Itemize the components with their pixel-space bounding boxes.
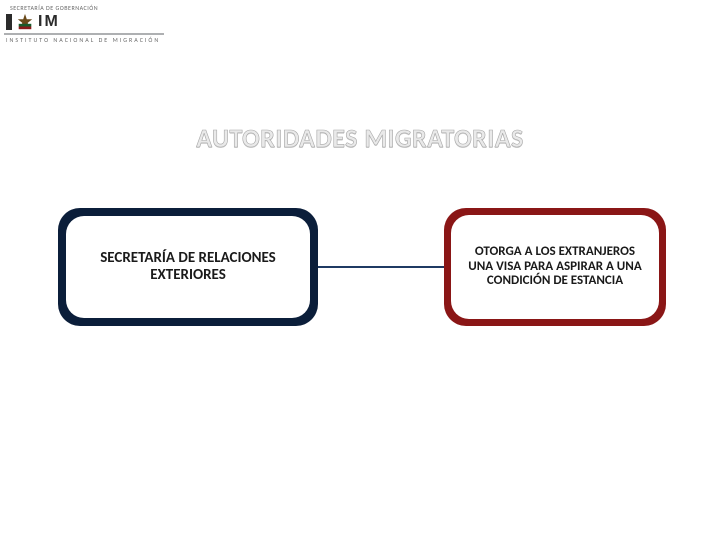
node-right: OTORGA A LOS EXTRANJEROS UNA VISA PARA A… xyxy=(444,208,666,326)
logo-letters: I M xyxy=(38,13,58,31)
logo-letter-m: M xyxy=(44,13,57,31)
page-title: AUTORIDADES MIGRATORIAS xyxy=(0,122,720,154)
page-title-text: AUTORIDADES MIGRATORIAS xyxy=(196,122,524,154)
logo-block: SECRETARÍA DE GOBERNACIÓN I M INSTITUTO … xyxy=(4,4,174,44)
logo-mid-row: I M xyxy=(4,12,174,32)
logo-top-label: SECRETARÍA DE GOBERNACIÓN xyxy=(4,4,174,12)
logo-emblem-icon xyxy=(16,13,34,31)
logo-bar-icon xyxy=(6,14,12,30)
node-right-label: OTORGA A LOS EXTRANJEROS UNA VISA PARA A… xyxy=(451,239,659,296)
node-left-label: SECRETARÍA DE RELACIONES EXTERIORES xyxy=(66,244,310,291)
node-left-inner: SECRETARÍA DE RELACIONES EXTERIORES xyxy=(66,216,310,318)
connector-left-right xyxy=(318,266,444,268)
diagram-area: SECRETARÍA DE RELACIONES EXTERIORES OTORG… xyxy=(0,208,720,358)
node-left: SECRETARÍA DE RELACIONES EXTERIORES xyxy=(58,208,318,326)
logo-bottom-label: INSTITUTO NACIONAL DE MIGRACIÓN xyxy=(4,35,174,44)
logo-letter-i: I xyxy=(38,13,42,31)
node-right-inner: OTORGA A LOS EXTRANJEROS UNA VISA PARA A… xyxy=(451,215,659,319)
